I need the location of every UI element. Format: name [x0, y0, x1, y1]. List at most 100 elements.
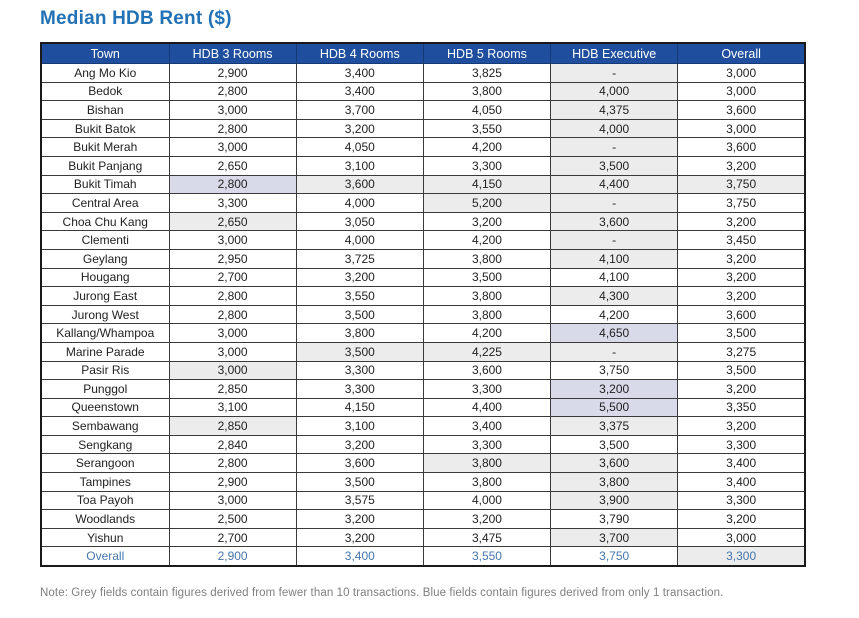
- value-cell: 3,600: [677, 304, 806, 325]
- value-cell: 3,600: [550, 211, 679, 232]
- value-cell: 3,300: [422, 155, 552, 176]
- value-cell: 3,500: [295, 304, 424, 325]
- value-cell: 2,840: [168, 434, 297, 455]
- value-cell: 4,000: [295, 193, 424, 213]
- value-cell: 3,000: [168, 323, 297, 343]
- value-cell: 3,200: [295, 509, 424, 529]
- town-cell: Serangoon: [40, 453, 170, 474]
- value-cell: 3,200: [677, 416, 806, 436]
- table-row: Bukit Batok 2,800 3,200 3,550 4,000 3,000: [40, 118, 806, 139]
- table-row: Hougang 2,700 3,200 3,500 4,100 3,200: [40, 267, 806, 288]
- value-cell: 2,850: [168, 379, 297, 399]
- value-cell: 3,800: [550, 472, 679, 492]
- value-cell: 3,600: [295, 453, 424, 474]
- table-row: Serangoon 2,800 3,600 3,800 3,600 3,400: [40, 453, 806, 474]
- town-cell: Bukit Merah: [40, 137, 170, 157]
- value-cell: 3,000: [677, 118, 806, 139]
- value-cell: 3,800: [422, 304, 552, 325]
- town-cell: Sengkang: [40, 434, 170, 455]
- value-cell: 3,200: [295, 434, 424, 455]
- value-cell: 4,000: [422, 490, 552, 511]
- value-cell: 3,800: [295, 323, 424, 343]
- town-cell: Woodlands: [40, 509, 170, 529]
- table-row: Marine Parade 3,000 3,500 4,225-3,275: [40, 341, 806, 362]
- table-row: Tampines 2,900 3,500 3,800 3,800 3,400: [40, 472, 806, 492]
- value-cell: 3,500: [422, 267, 552, 288]
- value-cell: 3,800: [422, 453, 552, 474]
- value-cell: 4,100: [550, 248, 679, 269]
- value-cell: 2,850: [168, 416, 297, 436]
- value-cell: 3,300: [677, 434, 806, 455]
- value-cell: 4,400: [422, 397, 552, 418]
- value-cell: 5,200: [422, 193, 552, 213]
- table-row: Bedok 2,800 3,400 3,800 4,000 3,000: [40, 81, 806, 102]
- value-cell: 3,200: [677, 155, 806, 176]
- value-cell: 3,550: [422, 546, 552, 567]
- page-title: Median HDB Rent ($): [40, 8, 232, 29]
- value-cell: 3,000: [168, 490, 297, 511]
- value-cell: 3,600: [295, 174, 424, 195]
- value-cell: 2,650: [168, 155, 297, 176]
- table-row: Bukit Merah 3,000 4,050 4,200-3,600: [40, 137, 806, 157]
- value-cell: 3,300: [677, 490, 806, 511]
- value-cell: 2,500: [168, 509, 297, 529]
- value-cell: 2,800: [168, 174, 297, 195]
- value-cell: 3,400: [677, 453, 806, 474]
- value-cell: 3,300: [295, 379, 424, 399]
- value-cell: 4,200: [550, 304, 679, 325]
- value-cell: 3,275: [677, 341, 806, 362]
- value-cell: 3,750: [677, 193, 806, 213]
- town-cell: Hougang: [40, 267, 170, 288]
- value-cell: 3,500: [677, 323, 806, 343]
- town-cell: Kallang/Whampoa: [40, 323, 170, 343]
- value-cell: 3,800: [422, 248, 552, 269]
- value-cell: 3,100: [168, 397, 297, 418]
- value-cell: 3,000: [168, 137, 297, 157]
- value-cell: 3,600: [677, 137, 806, 157]
- value-cell: 3,600: [422, 360, 552, 381]
- value-cell: 3,500: [677, 360, 806, 381]
- value-cell: 2,650: [168, 211, 297, 232]
- town-cell: Tampines: [40, 472, 170, 492]
- table-row: Pasir Ris 3,000 3,300 3,600 3,750 3,500: [40, 360, 806, 381]
- value-cell: 4,000: [550, 118, 679, 139]
- overall-row-label: Overall: [40, 546, 170, 567]
- table-row: Kallang/Whampoa 3,000 3,800 4,200 4,650 3,500: [40, 323, 806, 343]
- value-cell: 4,200: [422, 323, 552, 343]
- value-cell: 3,800: [422, 286, 552, 306]
- table-row: Woodlands 2,500 3,200 3,200 3,790 3,200: [40, 509, 806, 529]
- town-cell: Sembawang: [40, 416, 170, 436]
- town-cell: Jurong West: [40, 304, 170, 325]
- value-cell: 4,200: [422, 230, 552, 250]
- value-cell: 3,400: [295, 81, 424, 102]
- town-cell: Toa Payoh: [40, 490, 170, 511]
- value-cell: 3,200: [677, 379, 806, 399]
- value-cell: 3,200: [422, 211, 552, 232]
- town-cell: Yishun: [40, 527, 170, 548]
- value-cell: 3,300: [168, 193, 297, 213]
- town-cell: Bukit Batok: [40, 118, 170, 139]
- value-cell: 3,000: [168, 230, 297, 250]
- value-cell: -: [550, 193, 679, 213]
- town-cell: Marine Parade: [40, 341, 170, 362]
- value-cell: 3,200: [677, 248, 806, 269]
- value-cell: 3,900: [550, 490, 679, 511]
- value-cell: 3,500: [550, 434, 679, 455]
- page: Median HDB Rent ($) Town HDB 3 Rooms HDB 4…: [40, 8, 806, 599]
- value-cell: 3,000: [677, 63, 806, 83]
- table-row: Sembawang 2,850 3,100 3,400 3,375 3,200: [40, 416, 806, 436]
- overall-row: Overall 2,900 3,400 3,550 3,750 3,300: [40, 546, 806, 567]
- value-cell: 3,200: [677, 286, 806, 306]
- value-cell: 3,200: [677, 509, 806, 529]
- value-cell: 3,500: [295, 341, 424, 362]
- value-cell: 4,200: [422, 137, 552, 157]
- table-row: Jurong West 2,800 3,500 3,800 4,200 3,600: [40, 304, 806, 325]
- value-cell: 3,000: [677, 81, 806, 102]
- column-header-town: Town: [40, 42, 170, 64]
- value-cell: 4,000: [295, 230, 424, 250]
- value-cell: 3,400: [677, 472, 806, 492]
- value-cell: 4,300: [550, 286, 679, 306]
- value-cell: 3,800: [422, 81, 552, 102]
- town-cell: Jurong East: [40, 286, 170, 306]
- value-cell: 3,800: [422, 472, 552, 492]
